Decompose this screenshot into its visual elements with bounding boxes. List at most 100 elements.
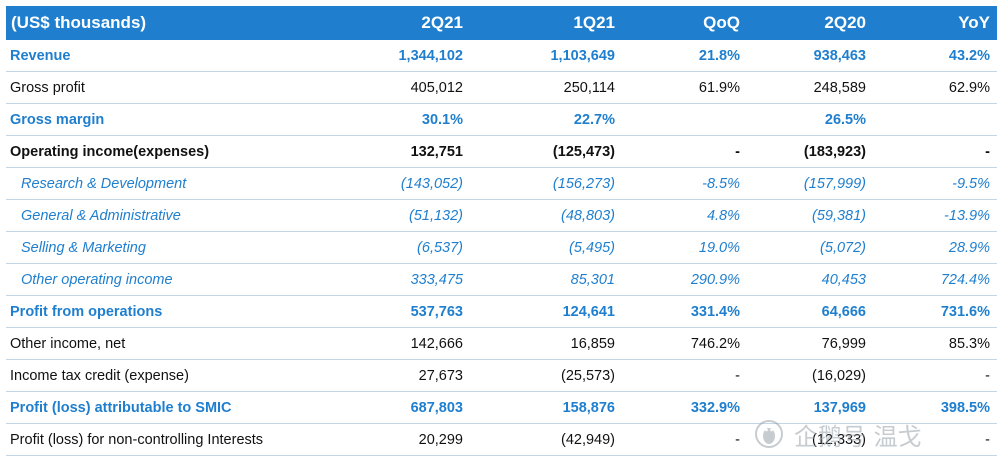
table-row: Profit from operations 537,763 124,641 331.… <box>6 296 997 328</box>
cell-1q21: 22.7% <box>573 111 615 128</box>
cell-yoy: 62.9% <box>948 79 990 96</box>
cell-2q21: 1,344,102 <box>398 47 463 64</box>
cell-label: Gross margin <box>10 111 105 128</box>
table-row: Research & Development (143,052) (156,273)… <box>6 168 997 200</box>
cell-label: Profit (loss) for non-controlling Intere… <box>10 431 264 448</box>
table-row: Other income, net 142,666 16,859 746.2% 76,9… <box>6 328 997 360</box>
table-row: Selling & Marketing (6,537) (5,495) 19.0% (5… <box>6 232 997 264</box>
cell-yoy: 724.4% <box>940 271 990 288</box>
cell-label: Revenue <box>10 47 71 64</box>
header-cell-yoy: YoY <box>958 13 990 32</box>
cell-label: Income tax credit (expense) <box>10 367 189 384</box>
cell-1q21: 16,859 <box>570 335 615 352</box>
cell-2q21: 142,666 <box>410 335 463 352</box>
cell-2q21: 20,299 <box>418 431 463 448</box>
table-row: Income tax credit (expense) 27,673 (25,573… <box>6 360 997 392</box>
table-row: Revenue 1,344,102 1,103,649 21.8% 938,463 43.… <box>6 40 997 72</box>
cell-1q21: (42,949) <box>560 431 615 448</box>
cell-2q20: 26.5% <box>824 111 866 128</box>
cell-1q21: 250,114 <box>563 79 615 96</box>
cell-1q21: 158,876 <box>562 399 615 416</box>
cell-2q21: 27,673 <box>418 367 463 384</box>
cell-2q20: 76,999 <box>821 335 866 352</box>
cell-yoy: 28.9% <box>948 239 990 256</box>
cell-qoq: 4.8% <box>706 207 740 224</box>
header-cell-1q21: 1Q21 <box>573 13 615 32</box>
cell-label: Operating income(expenses) <box>10 143 210 160</box>
cell-1q21: (5,495) <box>569 239 615 256</box>
cell-2q20: (183,923) <box>803 143 866 160</box>
cell-qoq: 61.9% <box>698 79 740 96</box>
header-cell-qoq: QoQ <box>703 13 740 32</box>
cell-2q21: 333,475 <box>410 271 463 288</box>
header-cell-2q20: 2Q20 <box>824 13 866 32</box>
cell-2q20: (16,029) <box>811 367 866 384</box>
cell-1q21: 1,103,649 <box>550 47 615 64</box>
cell-qoq: - <box>735 143 740 160</box>
financial-table: (US$ thousands) 2Q21 1Q21 QoQ 2Q20 YoY R… <box>6 6 997 456</box>
table-row: Gross profit 405,012 250,114 61.9% 248,589 62… <box>6 72 997 104</box>
table-row: Other operating income 333,475 85,301 290.9… <box>6 264 997 296</box>
cell-2q20: (157,999) <box>803 175 866 192</box>
cell-yoy: - <box>985 367 990 384</box>
cell-label: General & Administrative <box>21 207 181 224</box>
table-row: General & Administrative (51,132) (48,803)… <box>6 200 997 232</box>
cell-label: Selling & Marketing <box>21 239 146 256</box>
header-cell-label: (US$ thousands) <box>11 13 147 32</box>
cell-label: Profit (loss) attributable to SMIC <box>10 399 232 416</box>
penguin-logo-icon <box>755 420 783 448</box>
cell-yoy: 398.5% <box>940 399 990 416</box>
cell-2q21: (51,132) <box>408 207 463 224</box>
cell-2q21: 405,012 <box>410 79 463 96</box>
cell-2q21: 132,751 <box>410 143 463 160</box>
header-cell-2q21: 2Q21 <box>421 13 463 32</box>
cell-label: Gross profit <box>10 79 85 96</box>
cell-qoq: 746.2% <box>690 335 740 352</box>
cell-yoy: 731.6% <box>940 303 990 320</box>
cell-2q21: (143,052) <box>400 175 463 192</box>
cell-label: Profit from operations <box>10 303 163 320</box>
cell-2q20: 40,453 <box>821 271 866 288</box>
cell-2q20: 248,589 <box>813 79 866 96</box>
cell-2q20: (59,381) <box>811 207 866 224</box>
watermark: 企鹅号 温戈 <box>752 414 992 454</box>
cell-yoy: - <box>985 143 990 160</box>
cell-qoq: 332.9% <box>690 399 740 416</box>
table-row: Profit (loss) for non-controlling Intere… <box>6 424 997 456</box>
cell-yoy: -9.5% <box>952 175 990 192</box>
cell-qoq: 290.9% <box>690 271 740 288</box>
cell-1q21: (48,803) <box>560 207 615 224</box>
cell-2q21: 687,803 <box>410 399 463 416</box>
table-row: Profit (loss) attributable to SMIC 687,80… <box>6 392 997 424</box>
cell-2q20: (12,333) <box>811 431 866 448</box>
cell-1q21: (156,273) <box>552 175 615 192</box>
table-body: Revenue 1,344,102 1,103,649 21.8% 938,463 43.… <box>6 40 997 456</box>
cell-1q21: (125,473) <box>552 143 615 160</box>
table-header-row: (US$ thousands) 2Q21 1Q21 QoQ 2Q20 YoY <box>6 6 997 40</box>
cell-2q20: 64,666 <box>821 303 866 320</box>
cell-label: Other income, net <box>10 335 126 352</box>
cell-2q20: 137,969 <box>813 399 866 416</box>
cell-yoy: - <box>985 431 990 448</box>
cell-1q21: 85,301 <box>570 271 615 288</box>
cell-1q21: (25,573) <box>560 367 615 384</box>
table-row: Gross margin 30.1% 22.7% 26.5% <box>6 104 997 136</box>
cell-label: Other operating income <box>21 271 173 288</box>
cell-1q21: 124,641 <box>562 303 615 320</box>
cell-qoq: 331.4% <box>690 303 740 320</box>
cell-2q21: (6,537) <box>417 239 463 256</box>
cell-qoq: 19.0% <box>698 239 740 256</box>
cell-2q20: 938,463 <box>813 47 866 64</box>
watermark-text: 企鹅号 温戈 <box>794 422 922 451</box>
cell-yoy: -13.9% <box>944 207 990 224</box>
cell-2q20: (5,072) <box>820 239 866 256</box>
cell-qoq: 21.8% <box>698 47 740 64</box>
cell-yoy: 43.2% <box>948 47 990 64</box>
cell-2q21: 537,763 <box>410 303 463 320</box>
cell-qoq: - <box>735 431 740 448</box>
cell-label: Research & Development <box>21 175 187 192</box>
table-row: Operating income(expenses) 132,751 (125,47… <box>6 136 997 168</box>
cell-qoq: -8.5% <box>702 175 740 192</box>
cell-2q21: 30.1% <box>421 111 463 128</box>
cell-qoq: - <box>735 367 740 384</box>
